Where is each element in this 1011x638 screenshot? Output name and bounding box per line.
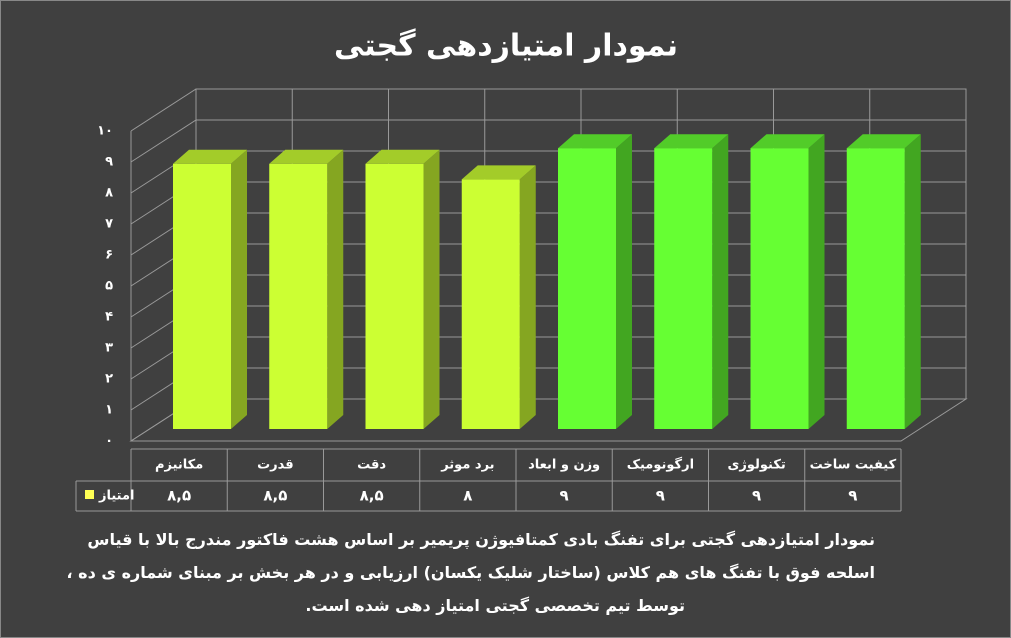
bar-top xyxy=(461,165,536,180)
value-label: ۹ xyxy=(656,487,665,505)
y-tick-label: ۱۰ xyxy=(97,124,113,139)
legend-key xyxy=(85,490,94,499)
y-tick-label: ۲ xyxy=(105,372,113,387)
legend-label: امتیاز xyxy=(98,489,134,504)
grid-line xyxy=(130,150,966,194)
bar-side xyxy=(231,149,247,430)
bar-side xyxy=(519,165,536,429)
grid-line xyxy=(130,181,966,225)
value-label: ۹ xyxy=(848,487,857,505)
category-label: تکنولوژی xyxy=(727,458,785,473)
bar-top xyxy=(846,134,921,149)
note-line: اسلحه فوق با تفنگ های هم کلاس (ساختار شل… xyxy=(66,563,876,582)
y-tick-label: ۹ xyxy=(105,155,113,170)
value-label: ۹ xyxy=(752,487,761,505)
grid-line xyxy=(130,398,966,442)
y-tick-label: ۰ xyxy=(105,434,113,449)
y-tick-label: ۱ xyxy=(105,403,113,418)
grid-line xyxy=(130,367,966,411)
bar xyxy=(558,148,616,429)
y-tick-label: ۸ xyxy=(105,186,113,201)
y-tick-label: ۶ xyxy=(105,248,113,263)
note-line: نمودار امتیازدهی گجتی برای تفنگ بادی کمت… xyxy=(87,530,875,549)
value-label: ۸,۵ xyxy=(360,487,384,505)
bar xyxy=(461,179,520,429)
bar xyxy=(173,163,231,430)
bar xyxy=(654,148,713,429)
category-label: برد موثر xyxy=(440,458,494,473)
y-tick-label: ۵ xyxy=(105,279,113,294)
grid-line xyxy=(130,119,966,163)
grid-line xyxy=(130,274,966,318)
y-tick-label: ۴ xyxy=(105,310,113,325)
bar-top xyxy=(365,149,440,164)
bar xyxy=(365,163,424,430)
bar-side xyxy=(616,134,632,429)
notes: نمودار امتیازدهی گجتی برای تفنگ بادی کمت… xyxy=(15,523,876,622)
bar-side xyxy=(327,149,344,430)
bar-side xyxy=(712,134,729,429)
category-label: ارگونومیک xyxy=(627,457,694,473)
grid-line xyxy=(130,305,966,349)
bar-side xyxy=(808,134,825,429)
y-tick-label: ۷ xyxy=(105,217,113,232)
bar xyxy=(750,148,809,429)
chart-title: نمودار امتیازدهی گجتی xyxy=(334,28,678,64)
value-label: ۸,۵ xyxy=(263,487,287,505)
grid-line xyxy=(130,212,966,256)
value-label: ۹ xyxy=(560,487,569,505)
category-label: مکانیزم xyxy=(155,458,203,473)
bar-top xyxy=(750,134,825,149)
bar-top xyxy=(654,134,729,149)
bar xyxy=(846,148,905,429)
grid-line xyxy=(130,336,966,380)
category-label: دقت xyxy=(357,458,386,473)
category-label: کیفیت ساخت xyxy=(810,458,897,473)
floor xyxy=(129,398,968,442)
value-label: ۸,۵ xyxy=(167,487,191,505)
grid-line xyxy=(130,88,966,132)
category-label: وزن و ابعاد xyxy=(528,458,600,473)
bar-top xyxy=(269,149,344,164)
note-line: توسط تیم تخصصی گجتی امتیاز دهی شده است. xyxy=(305,596,685,615)
bar-top xyxy=(558,134,632,149)
bar-side xyxy=(904,134,921,429)
grid-line xyxy=(130,243,966,287)
value-label: ۸ xyxy=(463,487,472,505)
category-label: قدرت xyxy=(257,458,294,473)
bar-top xyxy=(173,149,247,164)
bar xyxy=(269,163,328,430)
y-tick-label: ۳ xyxy=(105,341,113,356)
bar-side xyxy=(423,149,440,430)
